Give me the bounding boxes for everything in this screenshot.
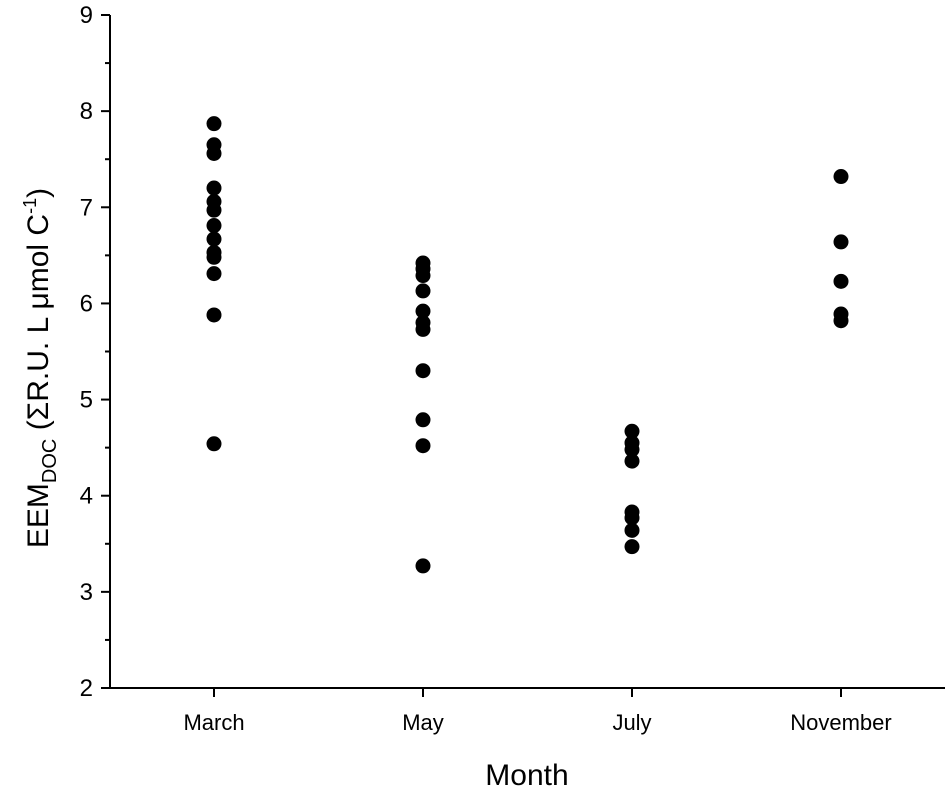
data-point: [624, 453, 640, 469]
data-point: [833, 234, 849, 250]
data-point: [206, 266, 222, 282]
data-point: [206, 145, 222, 161]
data-point: [624, 423, 640, 439]
data-point: [415, 268, 431, 284]
data-point: [206, 231, 222, 247]
data-point: [415, 283, 431, 299]
x-axis-title: Month: [485, 759, 568, 790]
data-point: [833, 169, 849, 185]
y-tick-label: 5: [80, 387, 93, 414]
data-point: [415, 438, 431, 454]
data-point: [624, 539, 640, 555]
y-tick-label: 2: [80, 675, 93, 702]
data-point: [415, 321, 431, 337]
data-points: [206, 116, 849, 574]
y-axis-title: EEMDOC (ΣR.U. L μmol C-1): [20, 188, 61, 548]
data-point: [206, 436, 222, 452]
x-axis: March May July November: [110, 687, 945, 735]
y-tick-label: 9: [80, 2, 93, 29]
y-axis: 2 3 4 5 6 7 8 9: [80, 2, 111, 702]
data-point: [624, 510, 640, 526]
data-point: [833, 313, 849, 329]
data-point: [624, 522, 640, 538]
x-tick-label: July: [612, 710, 651, 735]
data-point: [206, 180, 222, 196]
data-point: [206, 307, 222, 323]
y-tick-label: 4: [80, 483, 93, 510]
y-tick-label: 8: [80, 98, 93, 125]
data-point: [833, 273, 849, 289]
y-tick-label: 3: [80, 579, 93, 606]
y-tick-label: 7: [80, 194, 93, 221]
y-tick-label: 6: [80, 290, 93, 317]
data-point: [206, 218, 222, 234]
x-tick-label: May: [402, 710, 444, 735]
data-point: [206, 116, 222, 132]
data-point: [624, 442, 640, 458]
data-point: [415, 363, 431, 379]
x-tick-label: March: [183, 710, 244, 735]
data-point: [206, 249, 222, 265]
data-point: [415, 303, 431, 319]
x-tick-label: November: [790, 710, 891, 735]
data-point: [415, 412, 431, 428]
data-point: [206, 202, 222, 218]
data-point: [415, 558, 431, 574]
